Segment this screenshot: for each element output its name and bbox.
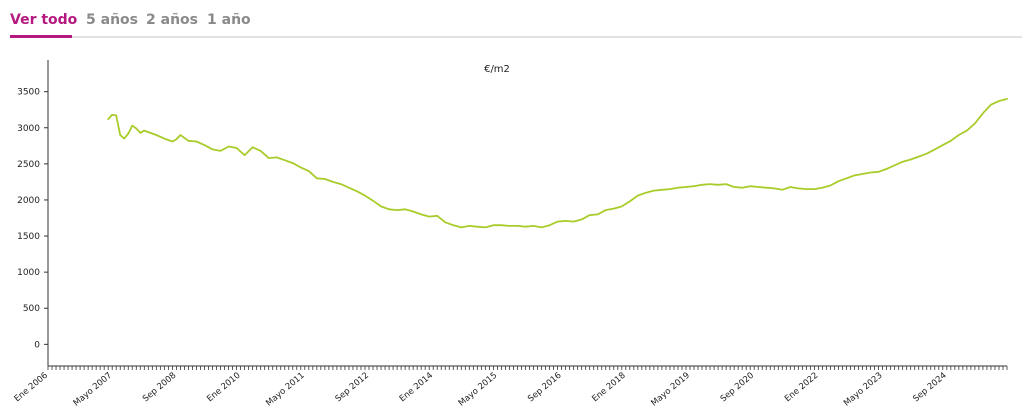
plot-area [107, 98, 1008, 229]
x-tick-label: Mayo 2007 [72, 371, 115, 409]
x-tick-label: Sep 2024 [911, 371, 948, 405]
price-series-line [107, 98, 1008, 229]
y-tick-label: 1500 [17, 232, 40, 242]
x-tick-label: Mayo 2019 [649, 371, 692, 409]
x-tick-label: Ene 2014 [398, 371, 435, 405]
x-tick-label: Sep 2020 [719, 371, 756, 405]
tab-2-anos[interactable]: 2 años [146, 12, 198, 28]
range-tabs: Ver todo 5 años 2 años 1 año [0, 0, 1022, 40]
y-tick-label: 3000 [17, 124, 40, 134]
active-tab-indicator [10, 35, 72, 38]
y-tick-label: 3500 [17, 88, 40, 98]
tab-5-anos[interactable]: 5 años [86, 12, 138, 28]
x-tick-label: Ene 2010 [205, 371, 242, 405]
x-tick-label: Sep 2008 [141, 371, 178, 405]
x-tick-label: Ene 2022 [783, 371, 820, 405]
x-tick-label: Mayo 2011 [264, 371, 307, 409]
y-tick-label: 0 [34, 340, 40, 350]
x-tick-label: Ene 2006 [13, 371, 50, 405]
y-axis: 0 500 1000 1500 2000 2500 3000 3500 [17, 60, 49, 366]
tab-divider [10, 36, 1022, 38]
x-axis: Ene 2006 Mayo 2007 Sep 2008 Ene 2010 Mayo 20… [13, 365, 1008, 409]
x-tick-label: Mayo 2023 [842, 371, 885, 409]
x-tick-label: Ene 2018 [590, 371, 627, 405]
price-line-chart: €/m2 0 500 1000 1500 2000 2500 3000 3500 Ene 20… [13, 60, 1008, 409]
x-tick-label: Sep 2016 [526, 371, 563, 405]
y-tick-label: 2000 [17, 196, 40, 206]
x-tick-label: Sep 2012 [334, 371, 371, 405]
y-tick-label: 1000 [17, 268, 40, 278]
y-tick-label: 500 [23, 304, 40, 314]
chart-unit-title: €/m2 [484, 64, 510, 75]
y-tick-label: 2500 [17, 160, 40, 170]
tab-ver-todo[interactable]: Ver todo [10, 12, 78, 28]
x-tick-label: Mayo 2015 [457, 371, 500, 409]
tab-1-ano[interactable]: 1 año [207, 12, 251, 28]
